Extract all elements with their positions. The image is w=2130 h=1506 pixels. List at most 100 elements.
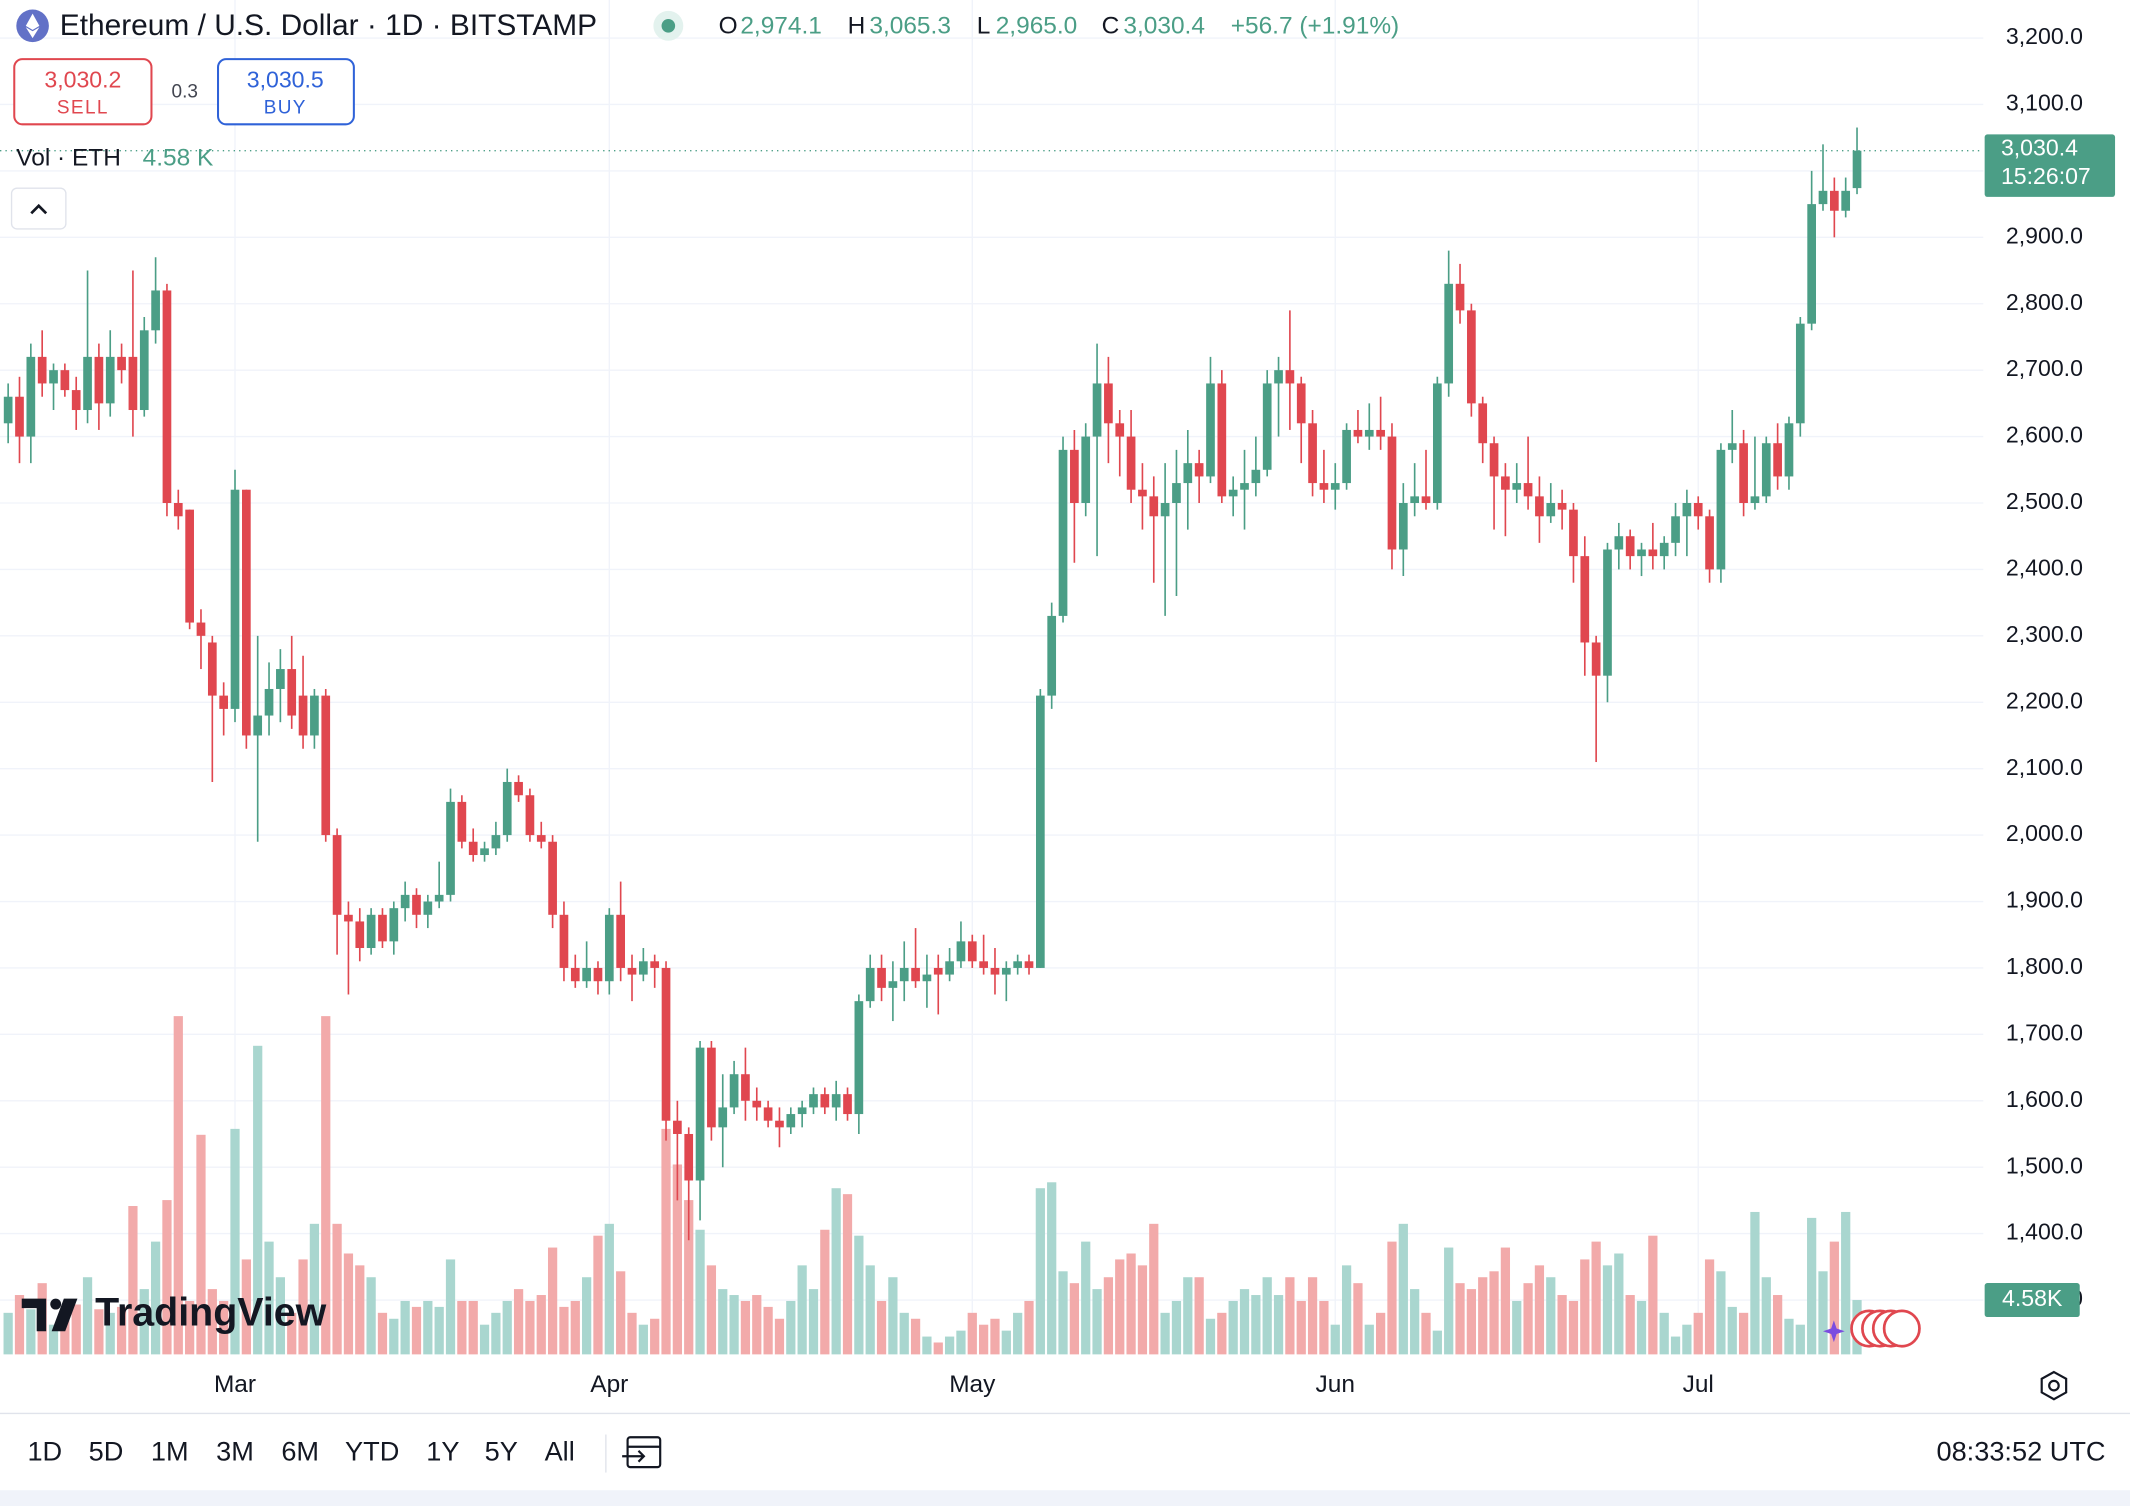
- range-button[interactable]: YTD: [345, 1436, 399, 1467]
- volume-bar: [1171, 1300, 1182, 1355]
- volume-bar: [1307, 1277, 1318, 1355]
- settings-icon[interactable]: [2040, 1370, 2068, 1401]
- sell-price[interactable]: 3,030.2: [44, 67, 121, 93]
- candle-body: [763, 1107, 773, 1121]
- candle-body: [15, 396, 24, 437]
- collapse-box[interactable]: [10, 187, 67, 230]
- candle-body: [1807, 204, 1817, 324]
- collapse-button[interactable]: [10, 187, 67, 230]
- gear-center[interactable]: [2048, 1379, 2060, 1392]
- ohlc-value: 3,030.4: [1123, 13, 1205, 40]
- volume-bar: [332, 1223, 342, 1355]
- calendar-arrow[interactable]: [622, 1450, 646, 1463]
- volume-bar: [627, 1312, 637, 1355]
- candles: [0, 127, 1984, 1241]
- volume-bar: [1546, 1277, 1556, 1355]
- volume-bar: [411, 1306, 422, 1355]
- candle-body: [1013, 961, 1023, 968]
- volume-bar: [1682, 1324, 1692, 1355]
- candle-body: [1705, 516, 1714, 570]
- candle-body: [1455, 283, 1465, 311]
- spread: 0.3: [172, 81, 198, 102]
- sell-label[interactable]: SELL: [57, 98, 109, 119]
- candle-body: [911, 967, 920, 982]
- volume-bar: [14, 1295, 25, 1355]
- volume-bar: [173, 1016, 183, 1355]
- volume-bar: [1478, 1277, 1488, 1355]
- volume-bar: [559, 1306, 569, 1355]
- candle-body: [831, 1094, 841, 1108]
- volume-bar: [1376, 1312, 1386, 1355]
- date-range-icon[interactable]: [622, 1436, 662, 1469]
- range-button[interactable]: 1D: [27, 1436, 62, 1467]
- buy-label[interactable]: BUY: [264, 98, 307, 119]
- volume-bar: [468, 1300, 478, 1355]
- sell-button[interactable]: 3,030.2 SELL: [13, 58, 153, 126]
- sell-box[interactable]: [13, 58, 153, 126]
- candle-body: [1217, 383, 1227, 497]
- chevron[interactable]: [30, 203, 48, 215]
- volume-bar: [1160, 1312, 1170, 1355]
- candle-body: [922, 974, 932, 982]
- candle-body: [287, 669, 297, 716]
- candle-body: [1364, 429, 1374, 437]
- calendar[interactable]: [626, 1436, 662, 1469]
- candle-body: [1489, 443, 1499, 477]
- candle-body: [1047, 615, 1057, 696]
- volume-bar: [808, 1289, 819, 1355]
- volume-bar: [1285, 1277, 1295, 1355]
- candle-body: [979, 961, 988, 968]
- range-button[interactable]: 6M: [281, 1436, 319, 1467]
- range-button[interactable]: 1M: [151, 1436, 189, 1467]
- volume-bar: [1818, 1271, 1828, 1355]
- range-button[interactable]: 1Y: [426, 1436, 459, 1467]
- candle-body: [661, 967, 671, 1121]
- volume-bar: [1444, 1247, 1454, 1355]
- candle-body: [786, 1114, 796, 1128]
- volume-bar: [1432, 1330, 1442, 1355]
- y-tick-label: 2,800.0: [2006, 289, 2083, 315]
- volume-bar: [763, 1306, 773, 1355]
- volume-bar: [1738, 1312, 1749, 1355]
- gear[interactable]: [2040, 1370, 2068, 1401]
- buy-price[interactable]: 3,030.5: [247, 67, 324, 93]
- clock: 08:33:52 UTC: [1936, 1436, 2105, 1467]
- volume-bar: [695, 1229, 705, 1355]
- candle-body: [128, 356, 138, 411]
- y-tick-label: 2,100.0: [2006, 754, 2083, 780]
- ohlc-value: 2,965.0: [996, 13, 1078, 40]
- range-button[interactable]: All: [545, 1436, 575, 1467]
- volume-bar: [1568, 1300, 1579, 1355]
- candle-body: [1206, 383, 1215, 477]
- volume-bar: [377, 1312, 388, 1355]
- volume-bar: [1092, 1289, 1102, 1355]
- volume-bar: [219, 1300, 229, 1355]
- volume-bar: [207, 1289, 217, 1355]
- candle-body: [1523, 483, 1533, 497]
- range-button[interactable]: 5D: [89, 1436, 124, 1467]
- volume-bar: [593, 1235, 603, 1355]
- status-dot: [661, 19, 676, 33]
- candle-body: [412, 894, 421, 915]
- volume-bar: [1704, 1259, 1715, 1355]
- volume-bar: [1341, 1265, 1352, 1355]
- volume-bar: [1364, 1324, 1374, 1355]
- candle-body: [809, 1094, 818, 1108]
- volume-bar: [831, 1188, 841, 1355]
- volume-bar: [944, 1336, 955, 1355]
- candle-body: [60, 370, 70, 391]
- candle-body: [1818, 190, 1828, 205]
- volume-bar: [1398, 1223, 1408, 1355]
- candle-body: [389, 908, 399, 942]
- candle-body: [1251, 469, 1261, 484]
- range-button[interactable]: 3M: [216, 1436, 254, 1467]
- volume-bar: [1636, 1300, 1647, 1355]
- y-tick-label: 2,600.0: [2006, 422, 2083, 448]
- range-button[interactable]: 5Y: [485, 1436, 518, 1467]
- candle-body: [71, 390, 81, 411]
- candle-body: [593, 967, 603, 982]
- buy-button[interactable]: 3,030.5 BUY: [217, 58, 355, 126]
- volume-bar: [1273, 1295, 1284, 1355]
- buy-box[interactable]: [217, 58, 355, 126]
